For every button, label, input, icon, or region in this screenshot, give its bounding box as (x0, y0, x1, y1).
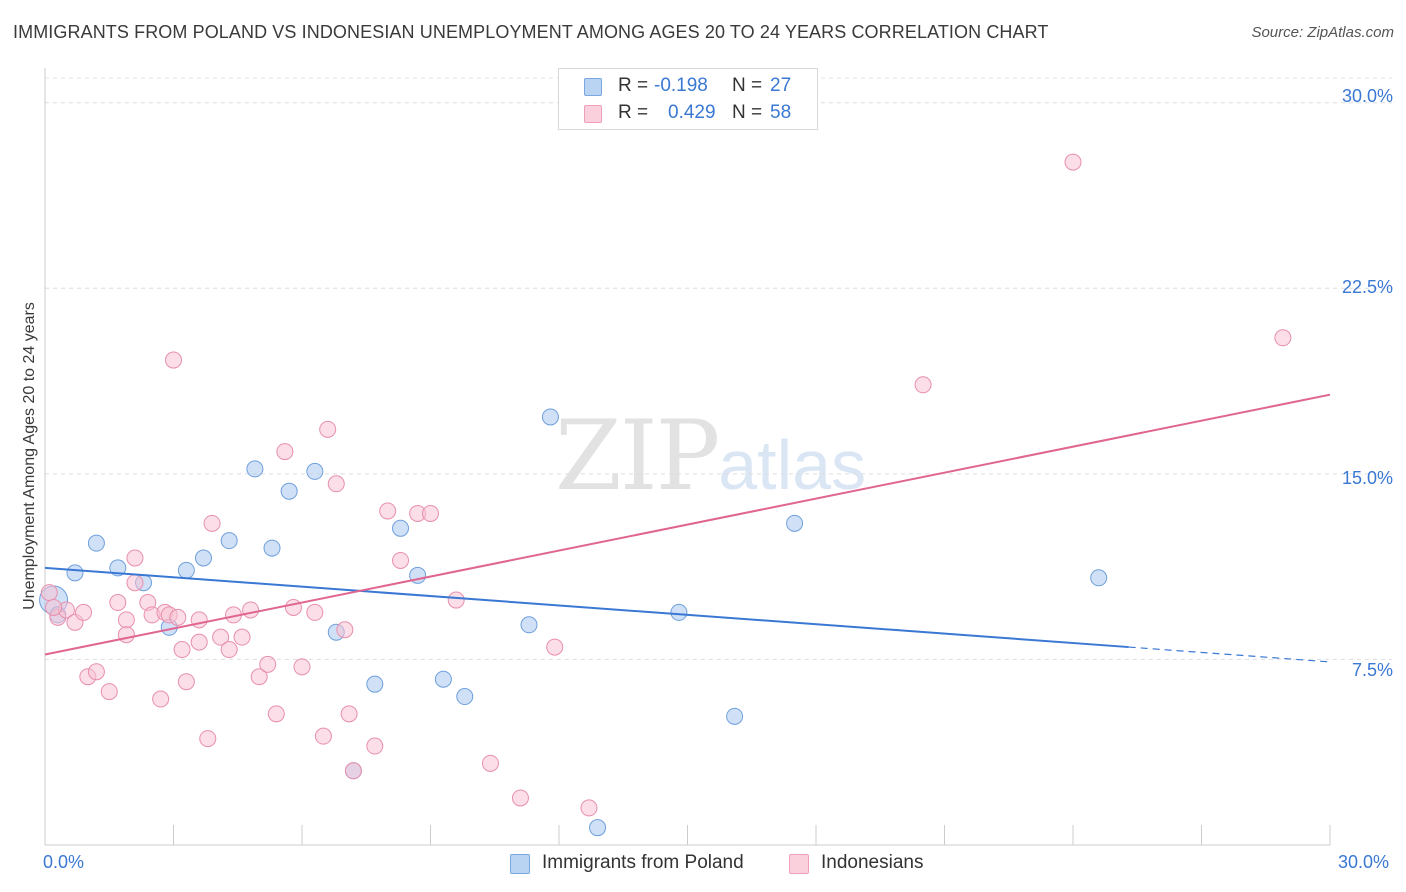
data-point (1274, 329, 1292, 347)
data-point (75, 603, 93, 621)
x-tick-label: 30.0% (1338, 852, 1390, 872)
indonesians-swatch (584, 105, 602, 123)
data-point (481, 754, 499, 772)
data-point (203, 514, 221, 532)
data-point (109, 594, 127, 612)
legend-label: Immigrants from Poland (542, 852, 744, 873)
n-value: 58 (770, 102, 792, 123)
data-point (87, 663, 105, 681)
data-point (344, 762, 362, 780)
data-point (1064, 153, 1082, 171)
data-point (422, 504, 439, 522)
data-point (267, 705, 285, 723)
data-point (284, 598, 302, 616)
y-tick-label: 30.0% (1341, 86, 1393, 106)
trend-line-extension (1128, 646, 1331, 663)
data-point (87, 534, 105, 552)
data-point (246, 460, 264, 478)
data-point (340, 705, 358, 723)
n-label: N = (732, 102, 763, 123)
data-point (434, 670, 452, 688)
data-point (259, 655, 277, 673)
chart-title: IMMIGRANTS FROM POLAND VS INDONESIAN UNE… (13, 22, 1049, 42)
data-point (589, 819, 607, 837)
data-point (177, 561, 195, 579)
data-point (109, 559, 127, 577)
y-tick-label: 15.0% (1341, 468, 1393, 488)
data-point (366, 737, 384, 755)
data-point (126, 574, 144, 592)
data-point (66, 564, 84, 582)
r-value: -0.198 (654, 75, 708, 96)
data-point (220, 532, 238, 550)
data-point (520, 616, 538, 634)
data-point (306, 603, 324, 621)
data-point (117, 611, 135, 629)
chart-source: Source: ZipAtlas.com (1251, 24, 1394, 41)
data-point (392, 519, 410, 537)
data-point (280, 482, 298, 500)
data-point (45, 598, 63, 616)
data-point (100, 683, 118, 701)
data-point (212, 628, 230, 646)
data-point (1090, 569, 1108, 587)
data-point (233, 628, 251, 646)
poland-swatch (584, 78, 602, 96)
legend-label: Indonesians (821, 852, 924, 873)
data-point (379, 502, 397, 520)
data-point (165, 351, 182, 369)
data-point (580, 799, 598, 817)
r-value: 0.429 (668, 102, 716, 123)
n-value: 27 (770, 75, 792, 96)
data-point (169, 608, 187, 626)
r-label: R = (618, 102, 649, 123)
data-point (173, 641, 191, 659)
data-point (392, 551, 410, 569)
data-point (306, 462, 324, 480)
data-point (276, 443, 294, 461)
data-point (152, 690, 170, 708)
poland-legend-swatch (510, 854, 530, 874)
indonesians-legend-swatch (789, 854, 809, 874)
r-label: R = (618, 75, 649, 96)
data-point (263, 539, 281, 557)
y-axis-label: Unemployment Among Ages 20 to 24 years (21, 302, 38, 610)
data-point (250, 668, 268, 686)
stats-legend: R = -0.198 N = 27 R = 0.429 N = 58 (558, 68, 818, 130)
n-label: N = (732, 75, 763, 96)
data-point (336, 621, 354, 639)
data-point (726, 707, 744, 725)
data-point (40, 584, 58, 602)
data-point (511, 789, 529, 807)
data-point (314, 727, 332, 745)
data-point (319, 420, 337, 438)
data-point (546, 638, 564, 656)
data-point (194, 549, 212, 567)
data-point (670, 603, 688, 621)
data-point (242, 601, 260, 619)
data-point (914, 376, 932, 394)
data-point (366, 675, 384, 693)
trend-line (44, 393, 1331, 656)
trend-line (44, 566, 1129, 649)
data-point (327, 475, 345, 493)
data-point (786, 514, 804, 532)
data-point (447, 591, 465, 609)
y-tick-label: 22.5% (1341, 277, 1393, 297)
y-tick-label: 7.5% (1351, 660, 1393, 680)
data-point (126, 549, 144, 567)
data-point (541, 408, 559, 426)
data-point (117, 626, 135, 644)
data-point (293, 658, 311, 676)
data-point (456, 688, 474, 706)
data-point (199, 730, 217, 748)
x-tick-label: 0.0% (43, 852, 85, 872)
data-point (177, 673, 195, 691)
data-point (220, 641, 238, 659)
data-point (190, 633, 208, 651)
